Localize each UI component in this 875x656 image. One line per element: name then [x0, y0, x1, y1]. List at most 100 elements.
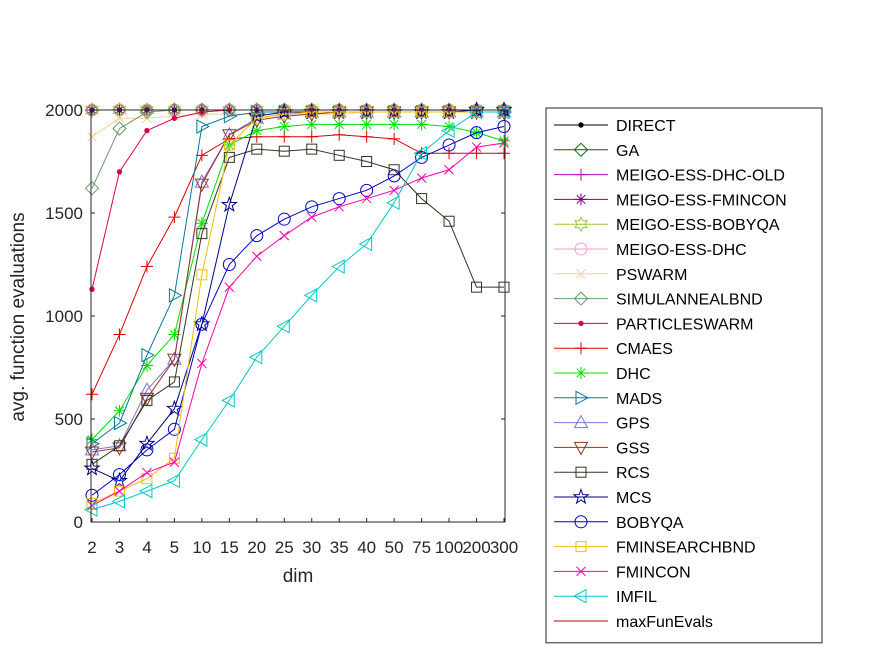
data-point	[360, 130, 373, 143]
legend-marker	[573, 291, 589, 306]
x-tick-label: 35	[330, 538, 349, 557]
legend-label: GSS	[616, 440, 650, 457]
data-point	[498, 147, 510, 160]
data-point	[498, 134, 510, 147]
x-tick-label: 300	[490, 538, 518, 557]
data-point	[84, 441, 100, 456]
series-line	[91, 111, 504, 504]
data-point	[441, 123, 455, 138]
data-point	[223, 151, 235, 163]
data-point	[441, 102, 457, 118]
data-point	[224, 282, 235, 293]
plot-area	[91, 110, 505, 522]
data-point	[251, 251, 262, 262]
data-point	[167, 353, 182, 368]
data-point	[89, 286, 95, 292]
data-point	[194, 178, 210, 193]
legend-marker	[574, 242, 588, 256]
series-imfil	[83, 104, 510, 517]
data-point	[84, 181, 100, 196]
data-point	[114, 113, 125, 124]
data-point	[358, 236, 373, 252]
series-rcs	[86, 143, 510, 470]
data-point	[333, 149, 345, 161]
data-point	[140, 260, 153, 273]
y-tick-label: 500	[55, 410, 83, 429]
data-point	[196, 269, 208, 281]
legend-label: MEIGO-ESS-DHC	[616, 242, 747, 259]
x-tick-label: 20	[247, 538, 266, 557]
data-point	[221, 129, 237, 143]
data-point	[165, 399, 183, 417]
data-point	[386, 195, 400, 211]
legend-marker	[576, 268, 586, 279]
data-point	[140, 443, 154, 457]
data-point	[223, 139, 235, 151]
data-point	[197, 358, 207, 369]
legend-marker	[572, 487, 590, 505]
x-tick-label: 10	[192, 538, 211, 557]
legend-label: MEIGO-ESS-DHC-OLD	[616, 168, 785, 185]
legend-marker	[575, 168, 587, 181]
data-point	[116, 169, 123, 175]
legend-marker	[573, 441, 589, 456]
data-point	[168, 211, 181, 224]
legend-marker	[575, 342, 587, 355]
data-point	[306, 143, 318, 155]
data-point	[84, 446, 100, 461]
x-tick-label: 4	[142, 538, 151, 557]
data-point	[331, 102, 347, 118]
legend-item: FMINSEARCHBND	[554, 540, 756, 557]
legend-marker	[575, 367, 587, 379]
data-point	[194, 102, 210, 118]
legend-marker	[576, 566, 586, 577]
series-line	[91, 142, 505, 506]
legend-label: DIRECT	[616, 118, 676, 135]
x-tick-label: 100	[435, 538, 463, 557]
data-point	[278, 120, 291, 133]
series-line	[91, 134, 504, 395]
data-point	[250, 229, 264, 243]
legend-item: GPS	[554, 414, 650, 433]
legend-item: MCS	[554, 487, 652, 507]
data-point	[414, 102, 429, 118]
data-point	[443, 147, 456, 160]
data-point	[86, 388, 98, 401]
data-point	[278, 145, 290, 157]
data-point	[141, 394, 153, 406]
data-point	[388, 132, 401, 145]
legend-item: maxFunEvals	[554, 614, 713, 631]
legend-marker	[578, 122, 584, 128]
legend-item: MEIGO-ESS-BOBYQA	[554, 216, 780, 234]
legend-item: DIRECT	[554, 118, 676, 135]
data-point	[498, 281, 510, 293]
data-point	[196, 119, 210, 134]
data-point	[413, 145, 428, 161]
y-axis-label: avg. function evaluations	[8, 212, 29, 421]
data-point	[444, 164, 454, 175]
data-point	[361, 193, 372, 204]
data-point	[223, 108, 238, 124]
x-tick-label: 75	[412, 538, 431, 557]
series-fminsearchbnd	[86, 106, 510, 509]
data-point	[278, 108, 290, 120]
data-point	[497, 119, 511, 133]
legend-marker	[578, 320, 584, 327]
data-point	[83, 459, 101, 476]
data-point	[279, 230, 290, 241]
data-point	[416, 173, 427, 183]
legend-label: PSWARM	[616, 267, 687, 284]
legend-label: FMINCON	[616, 564, 691, 581]
data-point	[113, 485, 125, 497]
data-point	[388, 164, 400, 176]
legend-label: maxFunEvals	[616, 614, 713, 631]
data-point	[248, 349, 263, 365]
data-point	[415, 150, 429, 164]
data-point	[416, 106, 428, 118]
legend-item: RCS	[554, 465, 650, 482]
data-point	[113, 440, 125, 452]
data-point	[250, 124, 263, 137]
data-point	[331, 259, 345, 274]
series-line	[91, 148, 504, 465]
legend-item: PSWARM	[554, 267, 687, 284]
